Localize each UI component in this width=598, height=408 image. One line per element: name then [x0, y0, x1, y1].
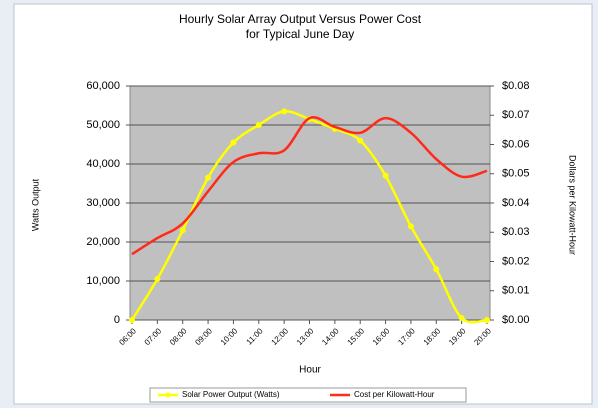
- series-marker: [382, 172, 389, 179]
- series-marker: [433, 266, 440, 273]
- legend-marker: [165, 392, 171, 398]
- y2-tick-label: $0.03: [502, 226, 530, 238]
- series-line: [131, 116, 488, 256]
- series-marker: [179, 227, 186, 234]
- series-marker: [281, 108, 288, 115]
- series-marker: [205, 174, 212, 181]
- y2-tick-label: $0.08: [502, 80, 530, 92]
- chart-subtitle: for Typical June Day: [246, 27, 355, 41]
- series-marker: [484, 317, 490, 323]
- series-marker: [458, 315, 465, 322]
- y2-tick-label: $0.05: [502, 168, 530, 180]
- y-tick-label: 0: [114, 314, 120, 326]
- series-marker: [255, 122, 262, 128]
- y-tick-label: 60,000: [86, 80, 120, 92]
- legend-box: [149, 387, 467, 403]
- legend-label: Cost per Kilowatt-Hour: [354, 390, 435, 399]
- y-tick-label: 30,000: [86, 197, 120, 209]
- series-marker: [129, 317, 135, 323]
- series-marker: [154, 276, 161, 283]
- y2-tick-label: $0.01: [502, 285, 530, 297]
- y2-tick-label: $0.07: [502, 109, 530, 121]
- y-tick-label: 40,000: [86, 158, 120, 170]
- y2-tick-label: $0.04: [502, 197, 530, 209]
- y2-tick-label: $0.00: [502, 314, 530, 326]
- series-marker: [407, 223, 414, 230]
- legend-label: Solar Power Output (Watts): [182, 390, 280, 399]
- y-tick-label: 50,000: [86, 119, 120, 131]
- chart-title: Hourly Solar Array Output Versus Power C…: [179, 12, 422, 26]
- y2-axis-label: Dollars per Kilowatt-Hour: [568, 155, 578, 255]
- series-marker: [357, 137, 364, 144]
- y-tick-label: 20,000: [86, 236, 120, 248]
- series-marker: [230, 139, 237, 146]
- y2-tick-label: $0.02: [502, 255, 530, 267]
- y2-tick-label: $0.06: [502, 138, 530, 150]
- x-axis-label: Hour: [299, 365, 321, 376]
- y-tick-label: 10,000: [86, 275, 120, 287]
- y-axis-label: Watts Output: [30, 178, 40, 231]
